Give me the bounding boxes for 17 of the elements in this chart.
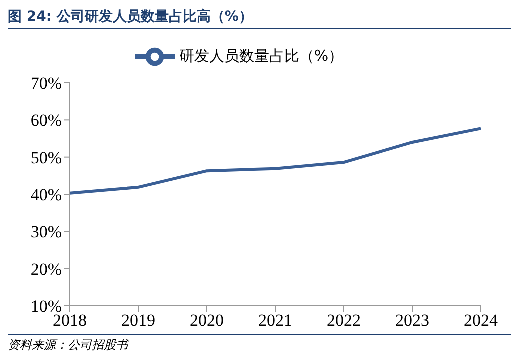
y-tick-label: 20% [30, 260, 62, 279]
x-tick-label: 2018 [53, 311, 87, 330]
legend-label: 研发人员数量占比（%） [179, 47, 344, 66]
y-tick-label: 70% [30, 74, 62, 94]
text: 资料来源：公司招股书 [8, 334, 511, 354]
y-tick-label: 30% [30, 222, 62, 242]
line-series [68, 127, 482, 195]
x-tick-label: 2021 [258, 311, 292, 330]
x-tick-label: 2019 [122, 311, 156, 330]
x-tick-label: 2022 [327, 311, 361, 330]
x-tick-label: 2023 [396, 311, 430, 330]
x-tick-label: 2024 [464, 311, 498, 330]
chart-title: 图 24: 公司研发人员数量占比高（%） [8, 8, 511, 29]
y-tick-label: 40% [30, 186, 62, 205]
y-tick-label: 60% [30, 111, 62, 130]
x-tick-label: 2020 [190, 311, 224, 330]
y-tick-label: 50% [30, 148, 62, 168]
